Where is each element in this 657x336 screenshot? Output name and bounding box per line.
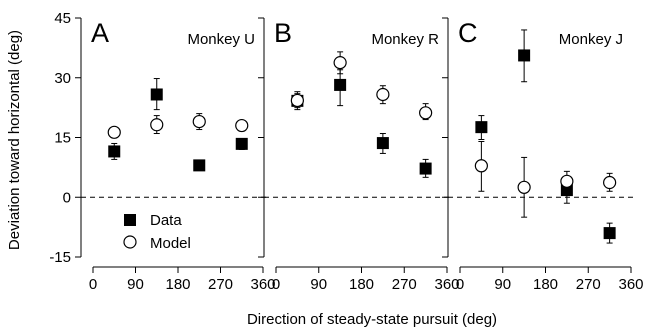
x-tick-label: 360 [434,276,459,293]
data-point [193,159,206,172]
legend-data-marker [124,214,136,226]
model-point [419,106,433,120]
y-axis-title: Deviation toward horizontal (deg) [6,30,23,250]
model-point [107,125,121,139]
panel-letter: B [274,18,292,48]
y-tick-label: -15 [49,249,71,266]
data-point [334,78,347,91]
model-point [192,114,206,129]
legend-model-label: Model [150,235,191,252]
model-point [603,175,617,190]
x-tick-label: 270 [208,276,233,293]
x-tick-label: 90 [127,276,144,293]
y-tick-label: 45 [54,10,71,27]
data-point [150,88,163,101]
x-tick-label: 90 [494,276,511,293]
x-tick-label: 90 [310,276,327,293]
x-tick-label: 180 [533,276,558,293]
panels: -15 0 15 30 45 0 90 180 270 360 A Monkey U 0 90 180 270… [49,10,643,293]
data-point [603,227,616,240]
x-axis-title: Direction of steady-state pursuit (deg) [247,311,497,328]
x-tick-label: 270 [576,276,601,293]
x-tick-label: 180 [165,276,190,293]
x-tick-label: 0 [456,276,464,293]
model-point [150,118,164,132]
legend-model-marker [123,235,137,249]
x-tick-label: 0 [272,276,280,293]
x-tick-label: 360 [618,276,643,293]
model-point [290,93,304,108]
data-point [419,162,432,175]
y-tick-label: 0 [63,189,71,206]
x-tick-label: 360 [250,276,275,293]
panel-letter: C [458,18,478,48]
panel-letter: A [91,18,109,48]
panel-title: Monkey R [371,31,439,48]
x-tick-label: 180 [349,276,374,293]
data-point [376,137,389,150]
model-point [376,87,390,102]
x-tick-label: 270 [392,276,417,293]
legend-data-label: Data [150,212,182,229]
panel-c: 0 90 180 270 360 C Monkey J [442,17,644,293]
model-point [560,174,574,188]
panel-title: Monkey U [187,31,255,48]
panel-title: Monkey J [559,31,623,48]
panel-b: 0 90 180 270 360 B Monkey R [258,17,460,293]
data-point [475,121,488,134]
model-point [333,56,347,70]
legend: Data Model [123,212,191,252]
data-point [518,49,531,62]
y-tick-label: 30 [54,70,71,87]
panel-a: -15 0 15 30 45 0 90 180 270 360 A Monkey U [49,10,275,293]
model-point [235,118,249,133]
data-point [108,145,121,158]
model-point [517,180,531,194]
data-point [235,137,248,150]
model-point [474,159,488,173]
y-tick-label: 15 [54,130,71,147]
x-tick-label: 0 [89,276,97,293]
